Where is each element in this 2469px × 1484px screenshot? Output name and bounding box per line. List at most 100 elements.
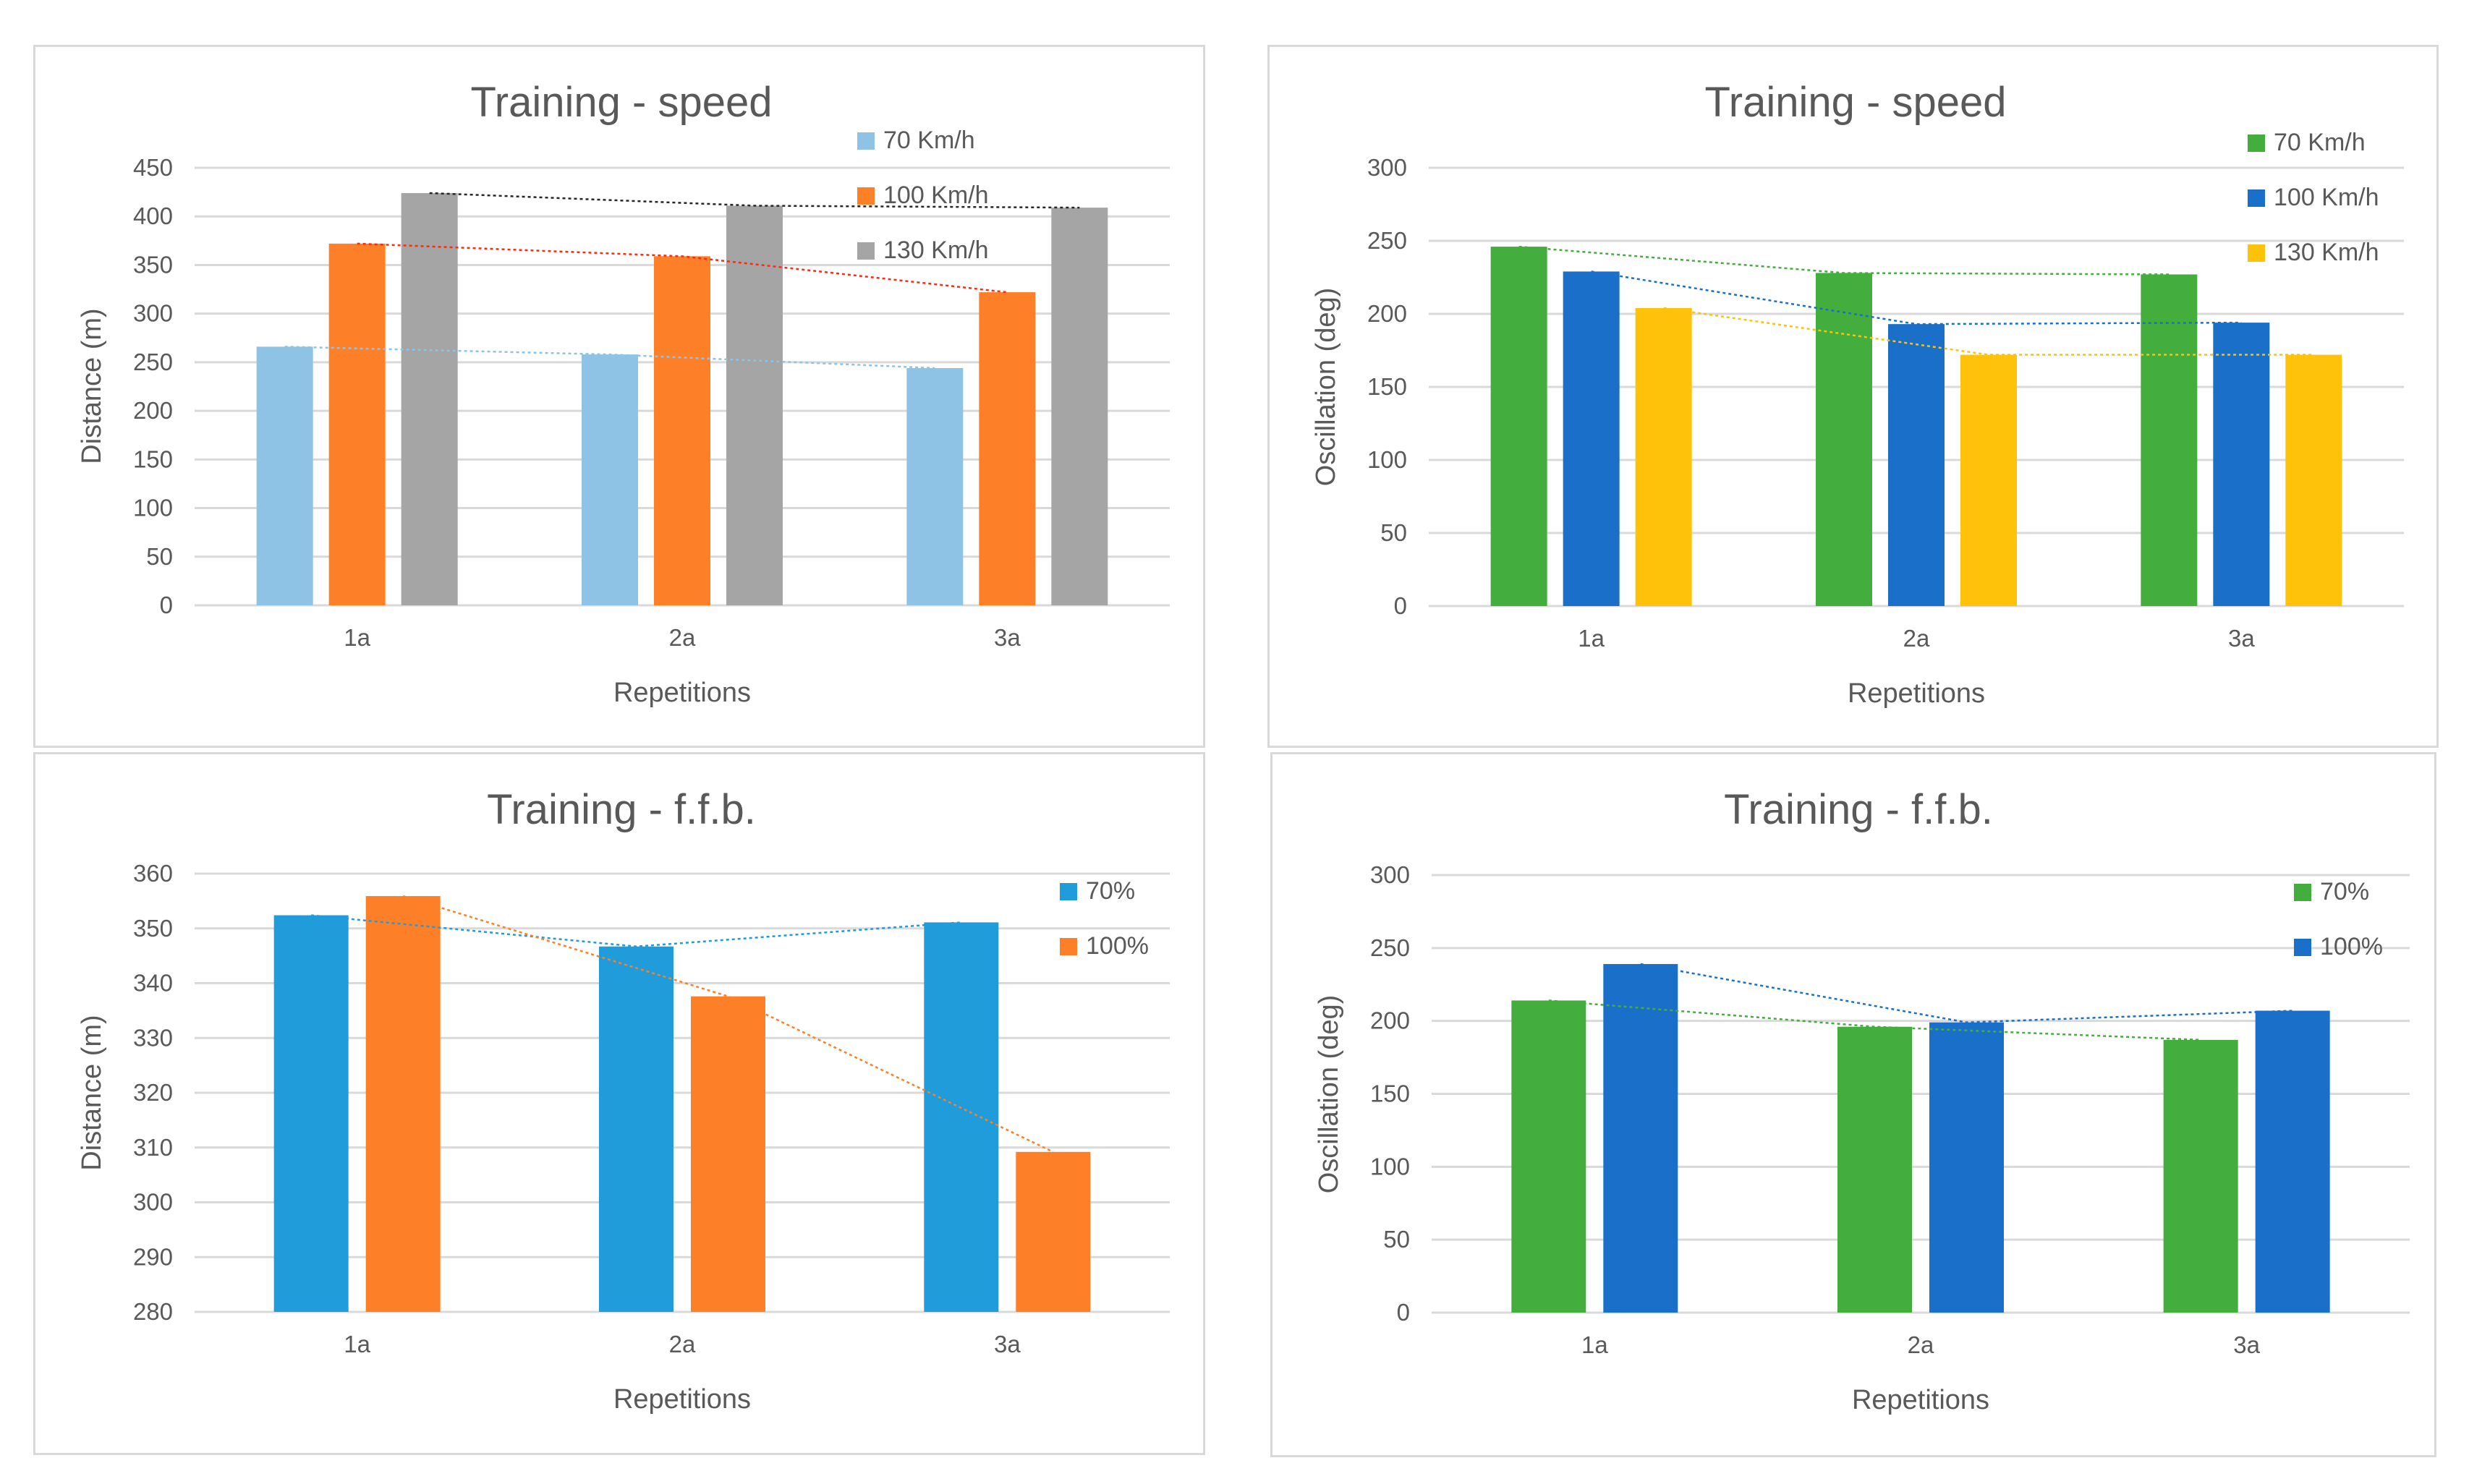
bar (256, 346, 313, 605)
bar (726, 205, 783, 605)
legend-label: 70 Km/h (883, 127, 975, 154)
trendline (1640, 963, 2293, 1023)
bar (328, 243, 386, 605)
trendline (402, 895, 1054, 1153)
y-axis-label: Oscillation (deg) (1311, 288, 1341, 487)
y-tick-label: 330 (133, 1024, 173, 1051)
y-tick-label: 310 (133, 1134, 173, 1161)
bar (599, 946, 673, 1312)
legend-swatch (857, 187, 875, 205)
bar (1490, 247, 1547, 606)
y-tick-label: 320 (133, 1079, 173, 1106)
y-tick-label: 50 (146, 543, 173, 570)
bar (906, 367, 964, 605)
bar (2213, 323, 2270, 606)
x-tick-label: 1a (1581, 1331, 1608, 1358)
y-tick-label: 150 (1367, 373, 1407, 400)
y-tick-label: 300 (1370, 861, 1410, 888)
bar (654, 256, 710, 605)
bar (365, 896, 441, 1312)
legend-swatch (2294, 939, 2311, 956)
chart-panel-oscillation-ffb: Training - f.f.b. 0 50 100 150 200 250 300 1a 2a… (1270, 752, 2436, 1457)
trend-base (1519, 247, 2170, 274)
chart-svg: Training - f.f.b. 280 290 300 310 320 330 340 3… (77, 786, 1170, 1415)
y-tick-label: 0 (1394, 592, 1407, 619)
y-tick-label: 150 (1370, 1080, 1410, 1107)
y-tick-label: 200 (133, 397, 173, 424)
legend-swatch (2294, 884, 2311, 901)
chart-title: Training - f.f.b. (1724, 786, 1993, 833)
chart-svg: Training - f.f.b. 0 50 100 150 200 250 300 1a 2a… (1314, 786, 2410, 1415)
legend-label: 70% (2320, 878, 2369, 905)
y-tick-label: 50 (1383, 1226, 1410, 1253)
trendline (1591, 270, 2242, 325)
legend-label: 100 Km/h (2274, 184, 2379, 211)
x-tick-label: 3a (2228, 625, 2255, 652)
x-tick-label: 3a (994, 624, 1021, 651)
y-axis-label: Distance (m) (77, 308, 107, 464)
x-tick-label: 3a (994, 1331, 1021, 1357)
y-tick-label: 150 (133, 445, 173, 472)
y-tick-label: 350 (133, 915, 173, 942)
bar (401, 192, 458, 605)
chart-panel-distance-ffb: Training - f.f.b. 280 290 300 310 320 330 340 3… (33, 752, 1205, 1455)
bar (2163, 1039, 2238, 1313)
y-tick-label: 100 (1367, 446, 1407, 473)
bar (691, 996, 765, 1312)
y-tick-label: 100 (133, 495, 173, 521)
legend-swatch (1060, 938, 1077, 955)
x-tick-label: 3a (2233, 1331, 2260, 1358)
y-tick-label: 50 (1380, 519, 1407, 546)
bar (273, 915, 349, 1312)
y-tick-label: 400 (133, 202, 173, 229)
chart-svg: Training - speed 0 50 100 150 200 250 300 1a 2a 3… (1311, 79, 2404, 709)
x-tick-label: 1a (1578, 625, 1605, 652)
legend-swatch (1060, 883, 1077, 900)
legend-swatch (2248, 244, 2265, 262)
x-axis-label: Repetitions (613, 678, 751, 708)
y-tick-label: 300 (133, 1189, 173, 1216)
legend-label: 70 Km/h (2274, 129, 2366, 156)
y-tick-label: 100 (1370, 1153, 1410, 1180)
legend-swatch (857, 132, 875, 150)
trendline (311, 914, 961, 948)
x-tick-label: 2a (669, 624, 696, 651)
bar (1016, 1151, 1091, 1312)
legend-label: 100% (1086, 932, 1149, 960)
y-axis-label: Oscillation (deg) (1314, 995, 1344, 1194)
y-tick-label: 250 (133, 349, 173, 375)
bar (2285, 354, 2342, 606)
bar (1635, 307, 1692, 606)
y-tick-label: 0 (160, 592, 173, 618)
bar (924, 922, 999, 1312)
trendline (429, 192, 1080, 209)
legend-label: 130 Km/h (2274, 239, 2379, 266)
legend-label: 100 Km/h (883, 182, 989, 209)
legend-label: 70% (1086, 877, 1135, 905)
trendline (1518, 245, 2170, 276)
y-tick-label: 290 (133, 1243, 173, 1270)
y-tick-label: 360 (133, 860, 173, 887)
bar (1563, 271, 1620, 606)
x-tick-label: 1a (344, 624, 370, 651)
y-tick-label: 350 (133, 251, 173, 278)
x-tick-label: 2a (669, 1331, 696, 1357)
y-tick-label: 300 (1367, 154, 1407, 181)
x-axis-label: Repetitions (613, 1384, 751, 1415)
legend-label: 130 Km/h (883, 236, 989, 264)
trendline (357, 242, 1008, 294)
legend-label: 100% (2320, 933, 2383, 960)
chart-panel-oscillation-speed: Training - speed 0 50 100 150 200 250 300 1a 2a 3… (1267, 45, 2439, 748)
y-tick-label: 250 (1367, 227, 1407, 254)
trend-base (1641, 964, 2292, 1011)
legend-swatch (857, 242, 875, 260)
x-axis-label: Repetitions (1852, 1385, 1989, 1415)
bar (1837, 1026, 1912, 1313)
bar (2255, 1010, 2330, 1313)
y-tick-label: 0 (1397, 1299, 1410, 1326)
x-tick-label: 2a (1903, 625, 1930, 652)
x-axis-label: Repetitions (1848, 678, 1985, 709)
chart-title: Training - speed (1705, 79, 2007, 126)
y-tick-label: 300 (133, 300, 173, 327)
chart-title: Training - f.f.b. (487, 786, 756, 833)
